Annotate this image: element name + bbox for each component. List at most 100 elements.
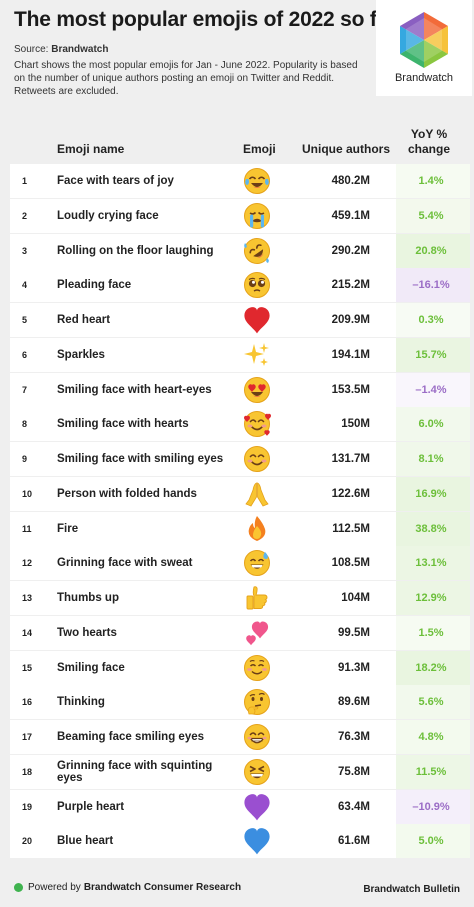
row-unique-authors: 108.5M — [331, 557, 370, 570]
table-row: 3 Rolling on the floor laughing 290.2M 20.8… — [10, 233, 470, 268]
row-rank: 1 — [22, 176, 28, 186]
row-emoji-name: Smiling face — [57, 661, 125, 674]
row-rank: 9 — [22, 454, 28, 464]
row-unique-authors: 209.9M — [331, 314, 370, 326]
two-hearts-emoji-icon — [246, 621, 269, 645]
row-emoji-name: Sparkles — [57, 348, 105, 361]
row-unique-authors: 153.5M — [331, 383, 370, 396]
row-rank: 17 — [22, 732, 33, 742]
row-rank: 6 — [22, 349, 28, 360]
row-rank: 13 — [22, 593, 33, 603]
row-unique-authors: 194.1M — [331, 348, 370, 361]
row-rank: 2 — [22, 210, 28, 221]
table-row: 9 Smiling face with smiling eyes 131.7M 8.1… — [10, 442, 470, 476]
row-yoy-cell — [396, 337, 470, 372]
row-rank: 11 — [22, 523, 32, 534]
row-yoy-cell — [396, 615, 470, 650]
row-emoji-name: Beaming face smiling eyes — [57, 731, 205, 743]
row-yoy-change: 15.7% — [415, 348, 447, 361]
row-yoy-cell — [396, 407, 470, 442]
table-row: 14 Two hearts 99.5M 1.5% — [10, 615, 470, 650]
row-yoy-change: 6.0% — [418, 418, 444, 431]
row-emoji-name: Fire — [57, 522, 79, 535]
smiling-hearts-emoji-icon — [244, 411, 271, 438]
beaming-emoji-icon — [244, 724, 270, 750]
row-emoji-name: Person with folded hands — [57, 487, 197, 500]
row-yoy-cell — [396, 233, 470, 268]
pleading-emoji-icon — [244, 272, 270, 299]
row-emoji-name: Red heart — [57, 314, 111, 326]
table-row: 4 Pleading face 215.2M –16.1% — [10, 268, 470, 303]
tears-of-joy-emoji-icon — [244, 168, 270, 194]
row-emoji-name: Face with tears of joy — [57, 175, 174, 187]
row-emoji-name: Grinning face with squinting eyes — [57, 759, 213, 784]
rofl-emoji-icon — [244, 237, 270, 264]
row-rank: 4 — [22, 280, 28, 291]
thinking-emoji-icon — [244, 689, 270, 716]
source-line: Source: Brandwatch — [14, 44, 108, 55]
row-unique-authors: 63.4M — [338, 800, 370, 813]
table-row: 8 Smiling face with hearts 150M 6.0% — [10, 407, 470, 442]
table-row: 15 Smiling face 91.3M 18.2% — [10, 650, 470, 685]
footer-powered-label: Powered by — [28, 882, 81, 893]
row-yoy-change: 20.8% — [415, 244, 447, 257]
squinting-emoji-icon — [244, 758, 270, 785]
row-unique-authors: 150M — [341, 418, 370, 431]
table-row: 12 Grinning face with sweat 108.5M 13.1% — [10, 546, 470, 581]
row-rank: 20 — [22, 836, 33, 847]
heart-eyes-emoji-icon — [244, 376, 270, 403]
row-rank: 7 — [22, 384, 28, 395]
row-unique-authors: 215.2M — [331, 279, 370, 292]
loudly-crying-emoji-icon — [244, 202, 270, 229]
footer-powered-name: Brandwatch Consumer Research — [83, 882, 242, 893]
row-yoy-change: 0.3% — [418, 314, 444, 326]
row-yoy-change: 1.5% — [418, 626, 444, 639]
row-emoji-name: Smiling face with smiling eyes — [57, 453, 224, 465]
row-yoy-cell — [396, 546, 470, 581]
row-yoy-change: –10.9% — [412, 800, 450, 813]
purple-heart-emoji-icon — [244, 793, 270, 820]
row-emoji-name: Two hearts — [57, 626, 117, 639]
header-yoy-line1: YoY % — [410, 127, 448, 141]
row-yoy-change: 11.5% — [415, 765, 447, 778]
row-yoy-cell — [396, 650, 470, 685]
row-emoji-name: Purple heart — [57, 800, 125, 813]
row-yoy-cell — [396, 476, 470, 511]
logo-text: Brandwatch — [394, 72, 454, 84]
row-unique-authors: 99.5M — [338, 626, 370, 639]
row-yoy-cell — [396, 372, 470, 407]
row-yoy-change: –1.4% — [415, 383, 447, 396]
row-rank: 15 — [22, 662, 33, 673]
header-yoy-change: YoY % change — [396, 127, 462, 157]
table-row: 13 Thumbs up 104M 12.9% — [10, 581, 470, 615]
row-yoy-change: 1.4% — [418, 175, 444, 187]
brandwatch-logo: Brandwatch — [376, 0, 472, 96]
row-yoy-change: 5.6% — [418, 696, 444, 709]
row-emoji-name: Thumbs up — [57, 592, 119, 604]
row-yoy-change: 18.2% — [415, 661, 447, 674]
row-emoji-name: Blue heart — [57, 835, 114, 848]
table-row: 19 Purple heart 63.4M –10.9% — [10, 789, 470, 824]
fire-emoji-icon — [248, 515, 266, 541]
source-label: Source: — [14, 44, 49, 55]
blue-heart-emoji-icon — [244, 828, 270, 855]
smiling-face-emoji-icon — [244, 654, 270, 681]
row-yoy-change: 5.0% — [418, 835, 444, 848]
table-row: 5 Red heart 209.9M 0.3% — [10, 303, 470, 337]
row-unique-authors: 131.7M — [331, 453, 370, 465]
row-yoy-change: 12.9% — [415, 592, 447, 604]
table-row: 17 Beaming face smiling eyes 76.3M 4.8% — [10, 720, 470, 754]
row-emoji-name: Smiling face with hearts — [57, 418, 189, 431]
row-unique-authors: 290.2M — [331, 244, 370, 257]
table-row: 2 Loudly crying face 459.1M 5.4% — [10, 198, 470, 233]
row-yoy-change: 8.1% — [418, 453, 444, 465]
thumbs-up-emoji-icon — [246, 586, 268, 610]
row-emoji-name: Smiling face with heart-eyes — [57, 383, 212, 396]
row-unique-authors: 104M — [341, 592, 370, 604]
footer-brand: Brandwatch Bulletin — [363, 884, 460, 895]
row-unique-authors: 122.6M — [331, 487, 370, 500]
row-unique-authors: 91.3M — [338, 661, 370, 674]
row-rank: 14 — [22, 627, 33, 638]
row-emoji-name: Thinking — [57, 696, 105, 709]
row-yoy-change: 4.8% — [418, 731, 444, 743]
